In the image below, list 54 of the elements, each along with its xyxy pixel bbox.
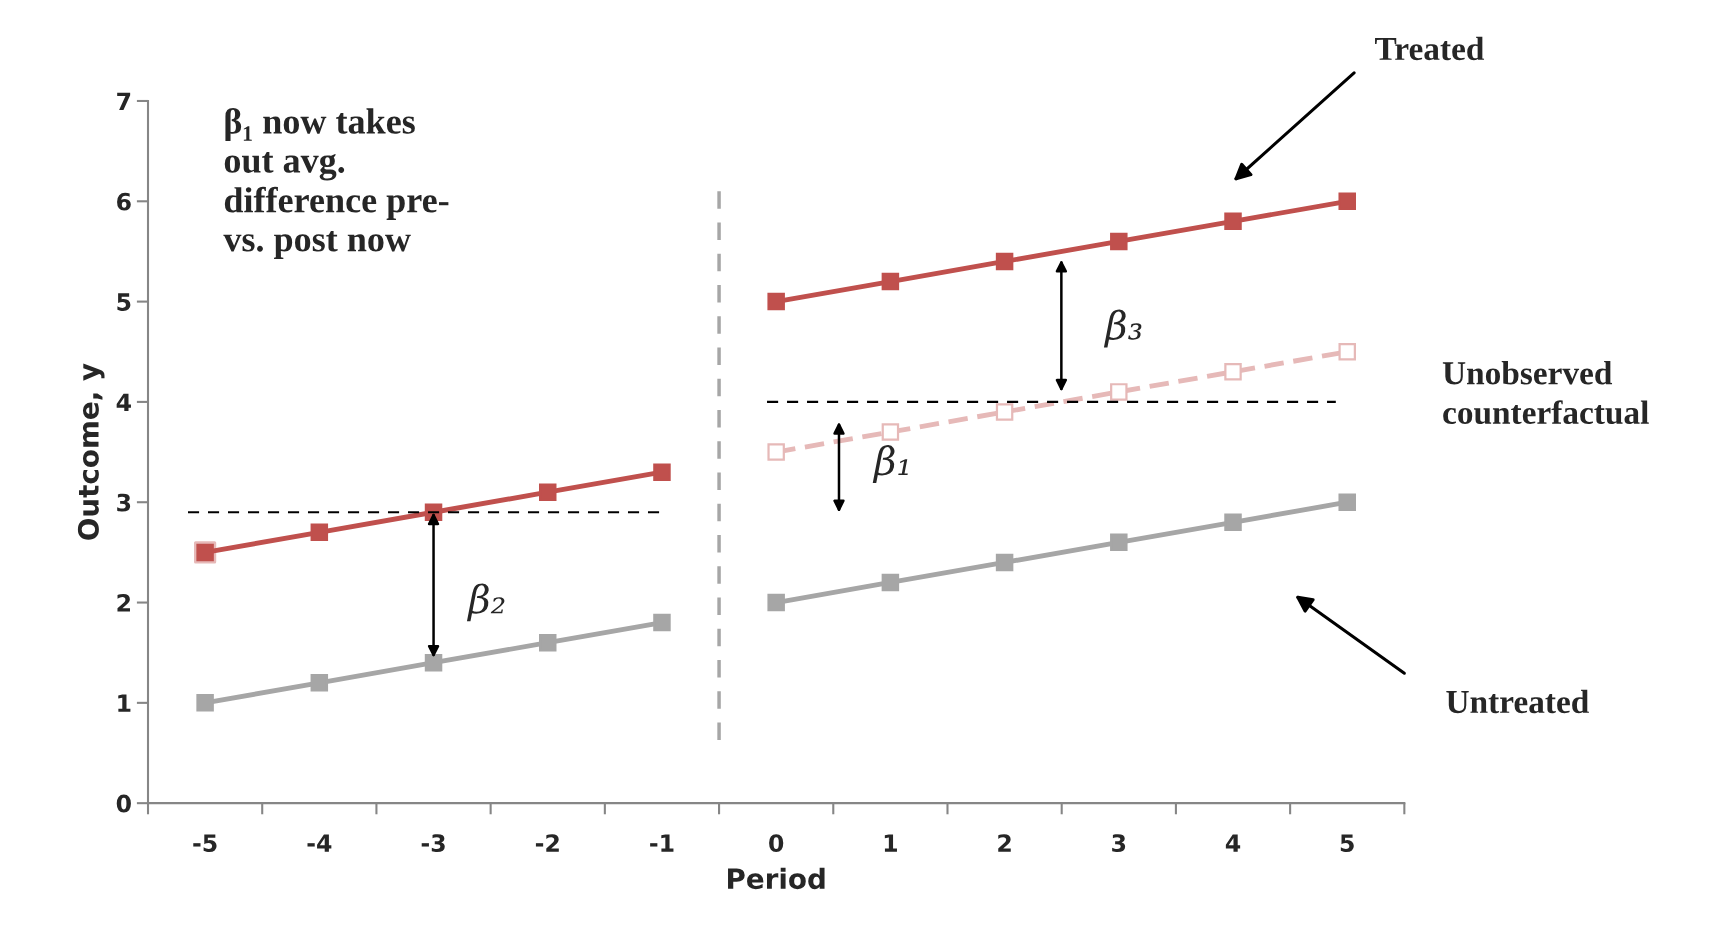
point [310,674,329,692]
x-tick-label: 0 [769,834,784,852]
point [653,463,671,481]
text: Untreated [1446,689,1589,714]
x-tick-label: 5 [1340,834,1354,852]
x-tick-label: 4 [1225,834,1241,852]
point [767,443,785,461]
annotation: β₃ [1103,309,1142,348]
point [995,403,1014,421]
y-tick-label: 3 [117,493,131,512]
x-tick-label: -5 [193,834,217,852]
point [1110,383,1128,401]
x-tick-label: -4 [307,834,332,852]
y-axis-title: Outcome, y [77,363,105,540]
point [881,272,900,291]
y-tick-label: 2 [117,593,130,612]
point [1224,513,1242,532]
annotation: β₁ now takes out avg. difference pre- vs. post now [223,108,449,259]
point [881,573,900,592]
text: Treated [1375,36,1485,61]
x-tick-label: -1 [650,834,674,852]
point [1110,232,1128,251]
y-tick-label: 4 [116,393,131,411]
x-tick-label: 2 [998,834,1011,852]
point [653,613,671,632]
y-tick-label: 6 [117,192,131,211]
x-tick-label: -2 [535,834,559,852]
text: Unobserved counterfactual [1442,361,1649,425]
x-tick-label: 3 [1112,834,1126,852]
point [767,593,785,612]
point [1338,343,1356,361]
x-axis-title: Period [728,867,825,890]
point [995,553,1014,572]
y-tick-label: 7 [117,92,131,110]
x-tick-label: 1 [884,834,897,852]
point [539,483,557,501]
annotation: β₂ [466,583,505,622]
y-tick-label: 0 [116,794,131,813]
point [310,523,329,542]
point [995,252,1014,271]
point [1224,212,1242,231]
point [1110,533,1128,552]
point [1224,363,1242,381]
point [424,653,443,672]
y-tick-label: 5 [117,293,131,311]
point [1338,493,1356,511]
point [196,694,214,712]
point [767,292,785,311]
x-tick-label: -3 [421,834,445,852]
annotation: β₁ [872,445,908,483]
point [881,423,900,441]
point [539,633,557,652]
point [1338,192,1356,211]
y-tick-label: 1 [118,694,131,712]
